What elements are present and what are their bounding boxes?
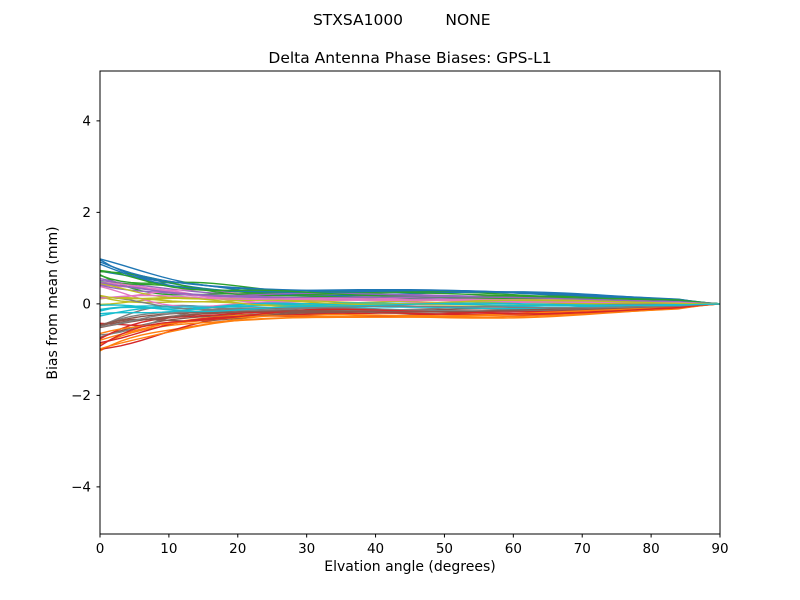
x-tick-label: 50 bbox=[436, 541, 453, 557]
bias-curve bbox=[100, 281, 720, 305]
x-tick-label: 90 bbox=[711, 541, 728, 557]
y-tick-label: 2 bbox=[82, 205, 91, 221]
x-tick-label: 30 bbox=[298, 541, 315, 557]
y-tick-label: 4 bbox=[82, 114, 91, 130]
suptitle-station: STXSA1000 bbox=[313, 11, 403, 29]
x-tick-label: 10 bbox=[160, 541, 177, 557]
plot-area bbox=[99, 70, 721, 535]
x-axis-label: Elvation angle (degrees) bbox=[324, 559, 495, 575]
bias-curve bbox=[100, 302, 720, 313]
x-tick-label: 80 bbox=[643, 541, 660, 557]
x-tick-label: 70 bbox=[574, 541, 591, 557]
data-lines-group bbox=[100, 258, 720, 352]
bias-curve bbox=[100, 303, 720, 347]
x-tick-label: 60 bbox=[505, 541, 522, 557]
y-tick-label: −2 bbox=[71, 388, 91, 404]
x-tick-label: 20 bbox=[229, 541, 246, 557]
y-tick-label: −4 bbox=[71, 480, 91, 496]
suptitle-radome: NONE bbox=[445, 11, 490, 29]
y-tick-label: 0 bbox=[82, 297, 91, 313]
y-axis: −4 −2 0 2 4 bbox=[71, 114, 100, 496]
x-tick-label: 0 bbox=[96, 541, 105, 557]
bias-curve bbox=[100, 294, 720, 308]
x-axis: 0 10 20 30 40 50 60 70 80 90 bbox=[96, 534, 729, 557]
axes-title: Delta Antenna Phase Biases: GPS-L1 bbox=[268, 49, 551, 67]
y-axis-label: Bias from mean (mm) bbox=[45, 226, 61, 379]
x-tick-label: 40 bbox=[367, 541, 384, 557]
